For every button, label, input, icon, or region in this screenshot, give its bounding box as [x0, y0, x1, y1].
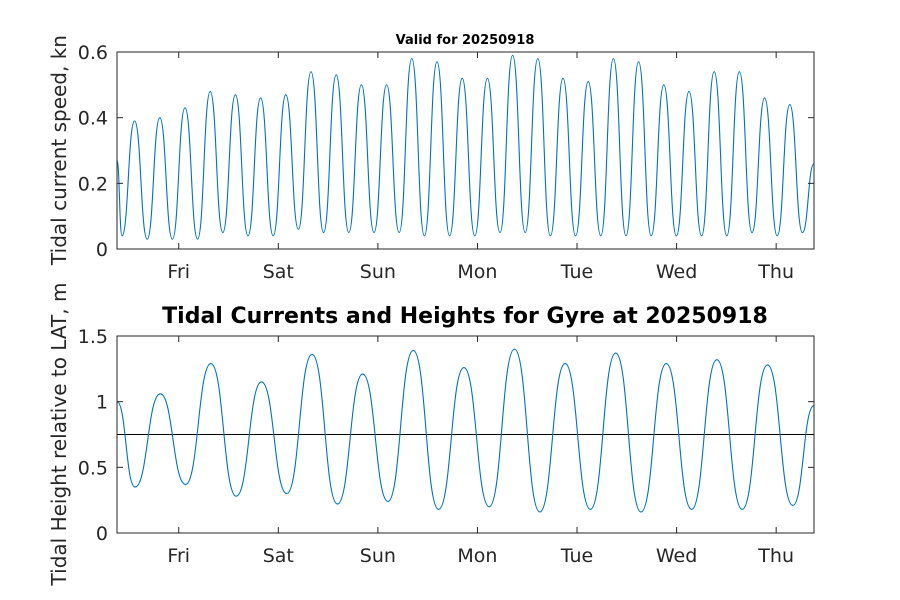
current-speed-axes-box [116, 51, 815, 250]
tidal-height-series [116, 348, 815, 513]
tidal-height-xtick-label: Fri [167, 545, 190, 567]
current-speed-axes: 0 0.2 0.4 0.6 Fri Sat Sun Mon Tue Wed Thu Valid fo… [47, 33, 815, 283]
tidal-height-axes: 0 0.5 1 1.5 Fri Sat Sun Mon Tue Wed Thu Tidal Curr… [47, 283, 815, 587]
tidal-height-xtick-label: Thu [757, 545, 794, 567]
current-speed-line [116, 54, 815, 240]
current-speed-xtick-label: Fri [167, 261, 190, 283]
current-speed-xtick-label: Mon [457, 261, 497, 283]
current-speed-ylabel: Tidal current speed, kn [47, 35, 71, 266]
tidal-height-ytick-label: 0 [96, 523, 108, 545]
current-speed-title: Valid for 20250918 [396, 33, 535, 48]
tidal-height-line [116, 348, 815, 513]
current-speed-series [116, 54, 815, 240]
tidal-height-xtick-label: Tue [560, 545, 593, 567]
tidal-height-xtick-label: Mon [457, 545, 497, 567]
current-speed-ytick-label: 0.2 [78, 173, 108, 195]
tidal-height-xtick-label: Sat [263, 545, 294, 567]
tidal-height-ytick-label: 1.5 [78, 326, 108, 348]
current-speed-plot-area [117, 52, 814, 249]
current-speed-ytick-label: 0 [96, 239, 108, 261]
current-speed-ticks: 0 0.2 0.4 0.6 Fri Sat Sun Mon Tue Wed Thu [78, 42, 814, 283]
tidal-height-ylabel: Tidal Height relative to LAT, m [47, 283, 71, 587]
current-speed-xtick-label: Sun [360, 261, 396, 283]
current-speed-ytick-label: 0.6 [78, 42, 108, 64]
tidal-height-title: Tidal Currents and Heights for Gyre at 2… [162, 304, 768, 329]
current-speed-ytick-label: 0.4 [78, 108, 108, 130]
tidal-height-ticks: 0 0.5 1 1.5 Fri Sat Sun Mon Tue Wed Thu [78, 326, 814, 567]
current-speed-xtick-label: Wed [656, 261, 697, 283]
current-speed-xtick-label: Sat [263, 261, 294, 283]
tidal-height-xtick-label: Sun [360, 545, 396, 567]
current-speed-xtick-label: Thu [757, 261, 794, 283]
tidal-height-xtick-label: Wed [656, 545, 697, 567]
current-speed-xtick-label: Tue [560, 261, 593, 283]
tidal-height-ytick-label: 1 [96, 392, 108, 414]
tidal-height-axes-box [116, 335, 815, 534]
tidal-height-ytick-label: 0.5 [78, 457, 108, 479]
